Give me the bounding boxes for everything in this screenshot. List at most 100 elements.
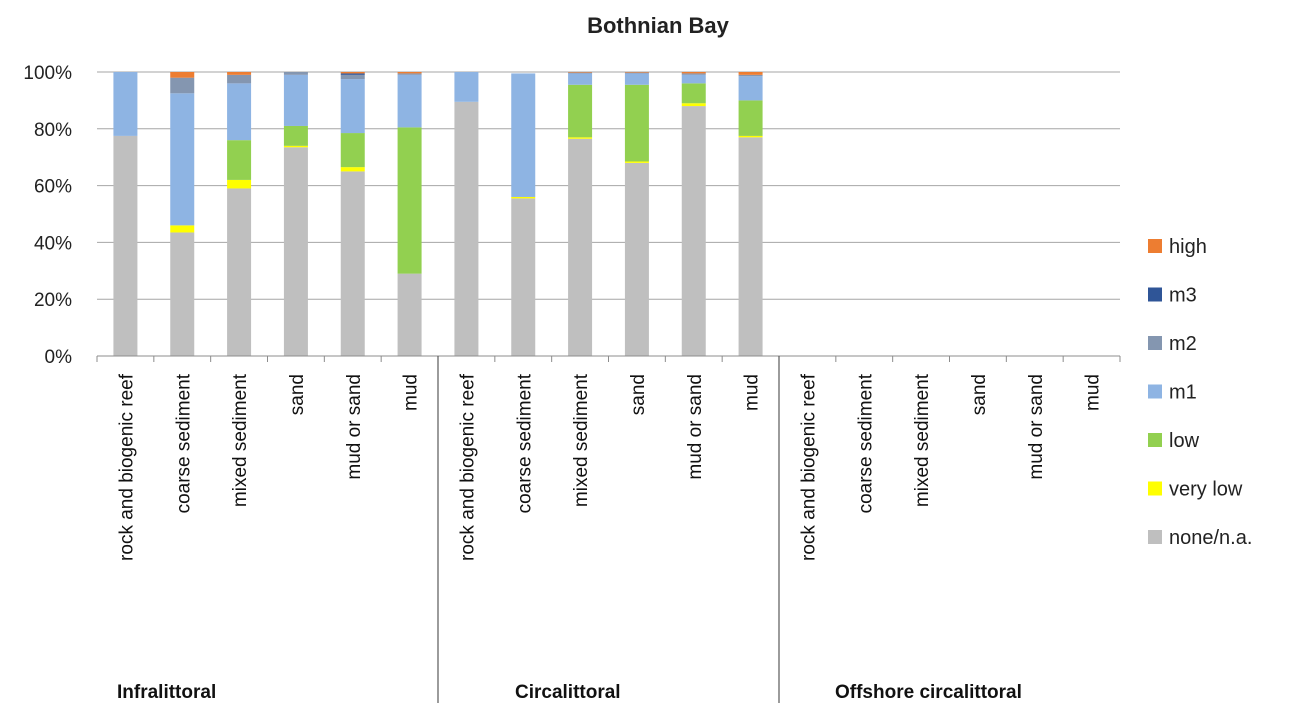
bar-segment [170, 72, 195, 78]
y-tick-label: 80% [34, 120, 72, 141]
legend-label: m3 [1169, 285, 1197, 307]
x-tick-label: mud [742, 374, 763, 411]
x-tick-label: mud [401, 374, 422, 411]
x-tick-label: coarse sediment [173, 373, 194, 513]
bar-segment [738, 74, 763, 77]
bar-segment [681, 106, 706, 356]
bars [113, 72, 763, 356]
group-label: Circalittoral [515, 682, 621, 703]
bar-segment [397, 72, 422, 74]
x-tick-label: mud or sand [1026, 374, 1047, 480]
legend-swatch [1148, 433, 1162, 447]
bar-segment [511, 73, 536, 197]
bar-segment [624, 162, 649, 356]
x-tick-label: sand [969, 374, 990, 415]
bar-segment [340, 79, 365, 134]
x-tick-label: mixed sediment [230, 373, 251, 507]
bar-segment [227, 74, 252, 84]
bar-segment [624, 161, 649, 163]
legend-swatch [1148, 239, 1162, 253]
legend-swatch [1148, 481, 1162, 496]
bar-segment [738, 72, 763, 75]
bar-segment [170, 93, 195, 226]
bar-segment [283, 145, 308, 148]
x-tick-label: coarse sediment [514, 373, 535, 513]
x-tick-label: mud or sand [685, 374, 706, 480]
x-tick-label: coarse sediment [855, 373, 876, 513]
bar-segment [397, 74, 422, 128]
y-tick-label: 20% [34, 290, 72, 311]
bar-segment [397, 273, 422, 356]
bar-segment [340, 74, 365, 80]
legend-label: m1 [1169, 382, 1197, 404]
bar-segment [283, 147, 308, 356]
x-tick-labels: rock and biogenic reef coarse sediment mix… [116, 373, 1103, 561]
bar-segment [568, 137, 593, 139]
bar-segment [340, 72, 365, 74]
bar-segment [397, 73, 422, 75]
bar-segment [681, 103, 706, 107]
bar-segment [624, 72, 649, 74]
y-tick-labels: 0% 20% 40% 60% 80% 100% [23, 63, 72, 368]
bar-segment [568, 72, 593, 73]
legend-swatch [1148, 336, 1162, 350]
group-label: Offshore circalittoral [835, 682, 1022, 703]
x-tick-label: sand [628, 374, 649, 415]
bar-segment [340, 133, 365, 168]
bar-segment [681, 72, 706, 74]
legend-label: m2 [1169, 333, 1197, 355]
bar-segment [738, 76, 763, 101]
legend-label: low [1169, 430, 1200, 452]
bar-segment [170, 232, 195, 356]
y-tick-label: 100% [23, 63, 72, 84]
bar-segment [170, 225, 195, 233]
bar-segment [624, 73, 649, 85]
bar-segment [340, 73, 365, 75]
x-tick-label: mixed sediment [571, 373, 592, 507]
y-tick-label: 60% [34, 177, 72, 198]
bar-segment [454, 101, 479, 356]
legend-label: high [1169, 236, 1207, 258]
bar-segment [681, 74, 706, 84]
x-tick-label: mud or sand [344, 374, 365, 480]
legend: high m3 m2 m1 low very low none/n.a. [1148, 236, 1252, 549]
grid-lines [97, 71, 1120, 300]
bar-segment [738, 137, 763, 356]
axes [96, 355, 1121, 703]
legend-swatch [1148, 287, 1162, 302]
bar-segment [340, 167, 365, 172]
x-tick-label: mixed sediment [912, 373, 933, 507]
bar-segment [568, 73, 593, 85]
group-label: Infralittoral [117, 682, 216, 703]
bar-segment [681, 73, 706, 75]
chart-title: Bothnian Bay [587, 13, 730, 38]
bar-segment [227, 72, 252, 75]
bar-segment [227, 83, 252, 141]
bar-segment [227, 188, 252, 356]
bar-segment [283, 74, 308, 126]
bar-segment [283, 125, 308, 146]
legend-swatch [1148, 530, 1162, 544]
bar-segment [624, 84, 649, 162]
legend-label: none/n.a. [1169, 527, 1252, 549]
y-tick-label: 0% [45, 347, 73, 368]
bar-segment [340, 171, 365, 356]
bar-segment [227, 140, 252, 180]
bar-segment [681, 83, 706, 104]
bar-segment [511, 196, 536, 199]
x-tick-label: sand [287, 374, 308, 415]
bar-segment [568, 138, 593, 356]
bar-segment [454, 72, 479, 102]
bar-segment [568, 72, 593, 74]
bar-segment [397, 127, 422, 274]
legend-label: very low [1169, 479, 1243, 501]
bar-segment [511, 198, 536, 356]
bar-segment [283, 72, 308, 75]
x-tick-label: rock and biogenic reef [457, 373, 478, 561]
bar-segment [113, 72, 138, 136]
x-tick-label: mud [1083, 374, 1104, 411]
bar-segment [227, 179, 252, 189]
bar-segment [113, 135, 138, 356]
